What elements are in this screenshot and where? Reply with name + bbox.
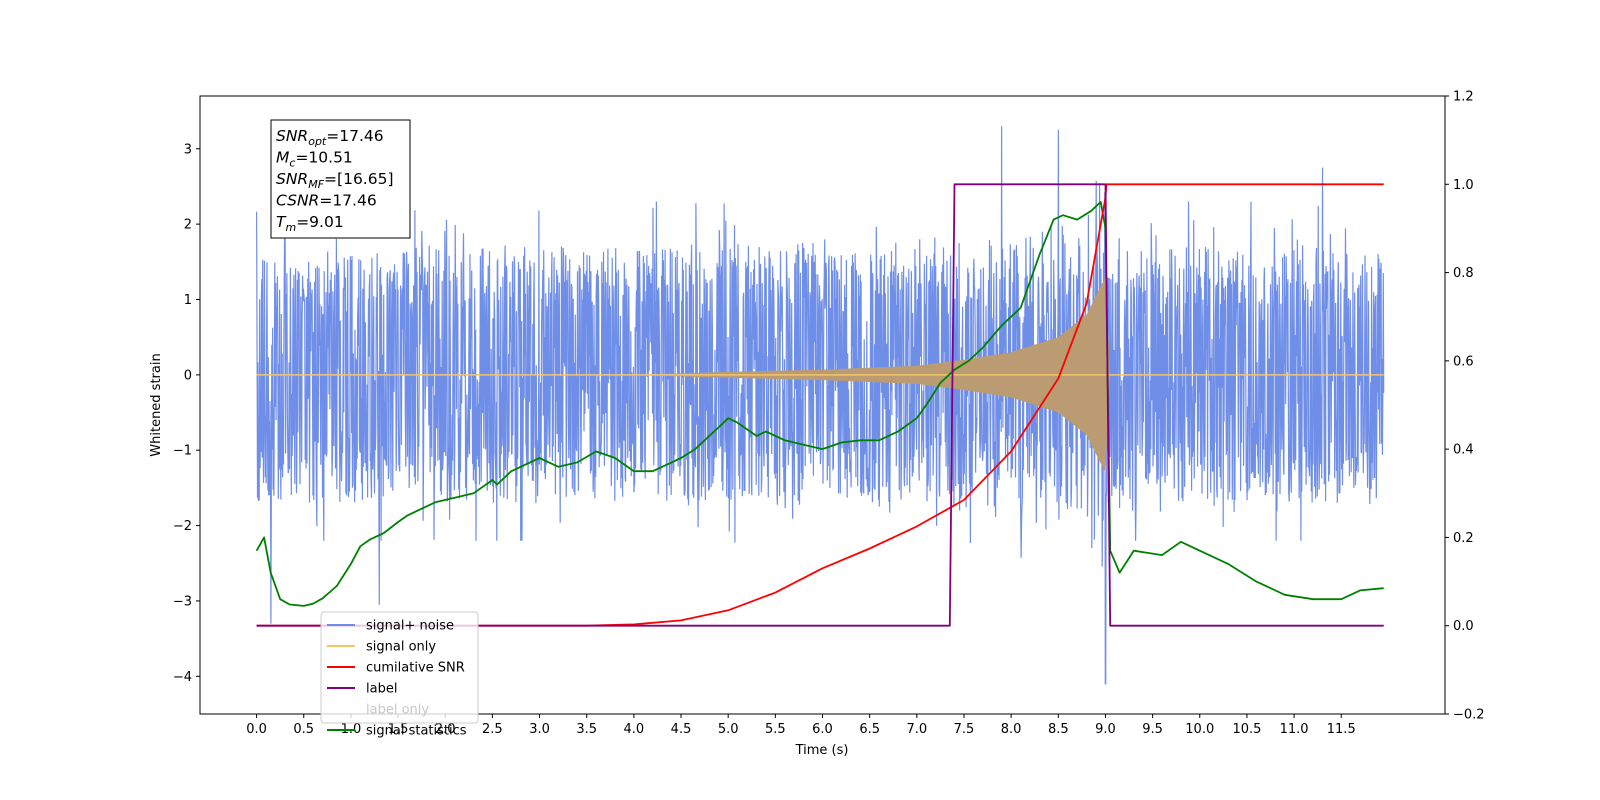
annotation-line: Tm=9.01 (276, 213, 344, 234)
x-tick-label: 9.0 (1095, 722, 1116, 737)
y-tick-label: 0 (184, 368, 192, 383)
annotation-box: SNRopt=17.46Mc=10.51SNRMF=[16.65]CSNR=17… (270, 119, 411, 239)
x-tick-label: 8.5 (1048, 722, 1069, 737)
annotation-symbol: T (276, 213, 287, 231)
legend-label: label only (366, 703, 429, 718)
x-tick-label: 0.0 (246, 722, 267, 737)
y-tick-label: 1 (184, 293, 192, 308)
annotation-subscript: c (289, 157, 295, 170)
x-tick-label: 5.5 (765, 722, 786, 737)
x-tick-label: 2.0 (435, 722, 456, 737)
x-tick-label: 1.5 (388, 722, 409, 737)
legend-frame (320, 611, 479, 724)
x-tick-label: 5.0 (718, 722, 739, 737)
x-tick-label: 2.5 (482, 722, 503, 737)
y-tick-label: −3 (173, 594, 192, 609)
y-tick-label: −4 (173, 670, 192, 685)
x-tick-label: 7.5 (954, 722, 975, 737)
x-tick-label: 10.5 (1232, 722, 1261, 737)
y-tick-label: 3 (184, 142, 192, 157)
y2-tick-label: −0.2 (1453, 708, 1485, 723)
annotation-symbol: M (276, 149, 289, 167)
annotation-value: =17.46 (319, 192, 376, 210)
signal-only-series (256, 277, 1384, 473)
x-tick-label: 3.5 (576, 722, 597, 737)
x-tick-label: 7.0 (906, 722, 927, 737)
annotation-frame (270, 119, 411, 239)
annotation-value: =10.51 (295, 149, 352, 167)
annotation-symbol: SNR (276, 170, 308, 188)
legend: signal+ noise signal only cumilative SNR la… (320, 611, 479, 739)
x-tick-label: 3.0 (529, 722, 550, 737)
x-axis-label: Time (s) (795, 743, 849, 758)
y2-axis-ticks: −0.2 0.0 0.2 0.4 0.6 0.8 1.0 1.2 (1445, 90, 1485, 723)
x-tick-label: 4.0 (624, 722, 645, 737)
x-tick-label: 11.5 (1327, 722, 1356, 737)
y-tick-label: −2 (173, 519, 192, 534)
x-tick-label: 6.5 (859, 722, 880, 737)
y2-tick-label: 0.6 (1453, 354, 1474, 369)
y2-tick-label: 0.8 (1453, 266, 1474, 281)
legend-label: signal+ noise (366, 619, 454, 634)
x-tick-label: 0.5 (293, 722, 314, 737)
x-tick-label: 9.5 (1142, 722, 1163, 737)
y2-tick-label: 0.4 (1453, 443, 1474, 458)
signal-noise-series (256, 126, 1385, 685)
x-tick-label: 10.0 (1185, 722, 1214, 737)
y2-tick-label: 1.2 (1453, 90, 1474, 105)
legend-label: signal only (366, 640, 436, 655)
y-axis-ticks: −4 −3 −2 −1 0 1 2 3 (173, 142, 200, 685)
annotation-line: Mc=10.51 (276, 149, 353, 170)
annotation-value: =[16.65] (324, 170, 393, 188)
y2-tick-label: 0.0 (1453, 619, 1474, 634)
x-tick-label: 11.0 (1280, 722, 1309, 737)
annotation-subscript: m (285, 221, 296, 234)
y-tick-label: −1 (173, 444, 192, 459)
x-tick-label: 6.0 (812, 722, 833, 737)
annotation-line: CSNR=17.46 (276, 192, 377, 210)
annotation-symbol: SNR (276, 127, 308, 145)
label-line (256, 183, 1384, 627)
right-axis-series (255, 183, 1384, 627)
legend-label: label (366, 682, 397, 697)
y2-tick-label: 1.0 (1453, 178, 1474, 193)
annotation-line: SNRMF=[16.65] (276, 170, 394, 191)
annotation-subscript: opt (308, 135, 327, 148)
cumilative-snr-line (256, 183, 1384, 627)
annotation-subscript: MF (308, 178, 324, 191)
x-tick-label: 4.5 (671, 722, 692, 737)
annotation-value: =17.46 (326, 127, 383, 145)
annotation-symbol: CSNR (276, 192, 319, 210)
annotation-line: SNRopt=17.46 (276, 127, 384, 148)
x-tick-label: 8.0 (1001, 722, 1022, 737)
signal-noise-line (256, 126, 1385, 685)
legend-label: cumilative SNR (366, 661, 465, 676)
y-tick-label: 2 (184, 218, 192, 233)
y2-tick-label: 0.2 (1453, 531, 1474, 546)
annotation-value: =9.01 (296, 213, 344, 231)
x-axis-ticks: 0.0 0.5 1.0 1.5 2.0 2.5 3.0 3.5 4.0 4.5 5.0 5.5 6.0 6… (246, 714, 1356, 737)
y-axis-label: Whitened strain (149, 353, 164, 456)
legend-label: signal statistics (366, 724, 467, 739)
